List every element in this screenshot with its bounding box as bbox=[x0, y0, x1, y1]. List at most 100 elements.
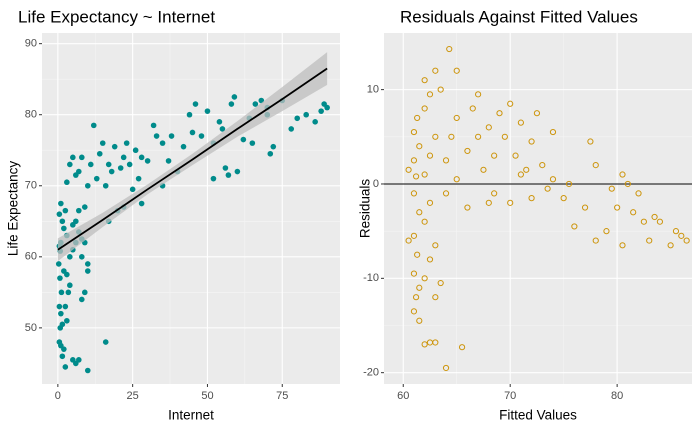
chart-title: Residuals Against Fitted Values bbox=[400, 7, 638, 26]
data-point bbox=[523, 166, 530, 173]
data-point bbox=[410, 308, 418, 315]
data-point bbox=[216, 119, 223, 125]
y-tick-label: 0 bbox=[373, 178, 379, 190]
data-point bbox=[464, 204, 471, 211]
data-point bbox=[475, 91, 482, 98]
y-tick-label: 10 bbox=[367, 84, 379, 96]
plot-background bbox=[384, 33, 692, 384]
data-point bbox=[150, 122, 157, 129]
data-point bbox=[59, 321, 66, 328]
data-point bbox=[421, 341, 428, 348]
x-tick-label: 50 bbox=[201, 390, 213, 402]
data-point bbox=[318, 108, 324, 114]
data-point bbox=[426, 91, 434, 98]
data-point bbox=[189, 129, 196, 136]
data-point bbox=[517, 171, 524, 178]
data-point bbox=[84, 182, 91, 189]
data-point bbox=[630, 209, 637, 216]
data-point bbox=[549, 128, 557, 136]
data-point bbox=[485, 124, 492, 131]
data-point bbox=[448, 133, 455, 140]
data-point bbox=[192, 101, 199, 107]
data-point bbox=[421, 275, 428, 282]
data-point bbox=[432, 67, 439, 74]
data-point bbox=[111, 143, 118, 150]
data-point bbox=[587, 138, 594, 145]
data-point bbox=[138, 154, 145, 161]
data-point bbox=[533, 110, 541, 117]
data-point bbox=[614, 204, 621, 211]
data-point bbox=[496, 110, 503, 117]
data-point bbox=[153, 133, 160, 139]
data-point bbox=[549, 176, 557, 183]
data-point bbox=[480, 166, 487, 173]
data-point bbox=[581, 204, 589, 211]
data-point bbox=[421, 105, 428, 112]
y-tick-label: 50 bbox=[25, 322, 37, 334]
data-point bbox=[81, 289, 88, 296]
x-tick-label: 75 bbox=[276, 390, 288, 402]
data-point bbox=[437, 86, 444, 93]
data-point bbox=[651, 213, 658, 221]
data-point bbox=[656, 218, 664, 225]
data-point bbox=[683, 237, 690, 244]
data-point bbox=[249, 140, 256, 146]
data-point bbox=[168, 133, 175, 139]
data-point bbox=[442, 157, 450, 164]
data-point bbox=[426, 256, 434, 263]
data-point bbox=[64, 317, 70, 324]
data-point bbox=[180, 143, 187, 150]
y-axis-title: Life Expectancy bbox=[6, 161, 21, 257]
data-point bbox=[426, 199, 434, 206]
data-point bbox=[70, 154, 76, 161]
data-point bbox=[56, 303, 63, 310]
data-point bbox=[469, 105, 476, 112]
data-point bbox=[446, 45, 453, 53]
data-point bbox=[57, 275, 63, 281]
data-point bbox=[507, 100, 514, 107]
data-point bbox=[138, 200, 145, 207]
data-point bbox=[571, 223, 578, 230]
data-point bbox=[592, 161, 599, 169]
data-point bbox=[412, 294, 420, 301]
data-point bbox=[61, 225, 67, 232]
data-point bbox=[667, 242, 674, 249]
data-point bbox=[234, 168, 241, 175]
data-point bbox=[64, 179, 70, 186]
data-point bbox=[608, 185, 615, 192]
data-point bbox=[501, 133, 508, 140]
data-point bbox=[93, 175, 100, 182]
y-tick-label: 70 bbox=[25, 180, 37, 192]
data-point bbox=[491, 190, 498, 197]
data-point bbox=[410, 270, 418, 277]
data-point bbox=[67, 161, 73, 168]
data-point bbox=[544, 185, 551, 192]
data-point bbox=[303, 111, 309, 118]
data-point bbox=[99, 140, 106, 146]
data-point bbox=[414, 251, 421, 258]
data-point bbox=[165, 158, 172, 164]
data-point bbox=[565, 180, 573, 188]
y-tick-label: 60 bbox=[25, 251, 37, 263]
data-point bbox=[619, 171, 626, 178]
y-tick-label: 80 bbox=[25, 109, 37, 121]
data-point bbox=[528, 138, 535, 145]
data-point bbox=[59, 353, 66, 360]
data-point bbox=[132, 147, 139, 154]
data-point bbox=[421, 218, 428, 225]
data-point bbox=[58, 310, 64, 317]
confidence-band bbox=[57, 52, 328, 262]
data-point bbox=[62, 303, 69, 310]
data-point bbox=[198, 133, 205, 139]
data-point bbox=[432, 294, 439, 301]
data-point bbox=[678, 232, 685, 239]
data-point bbox=[225, 172, 232, 178]
data-point bbox=[204, 108, 211, 114]
data-point bbox=[412, 173, 420, 180]
y-tick-label: -20 bbox=[363, 367, 379, 379]
data-point bbox=[442, 190, 450, 197]
data-point bbox=[84, 261, 91, 267]
data-point bbox=[59, 218, 66, 225]
data-point bbox=[560, 195, 567, 202]
data-point bbox=[312, 119, 318, 125]
